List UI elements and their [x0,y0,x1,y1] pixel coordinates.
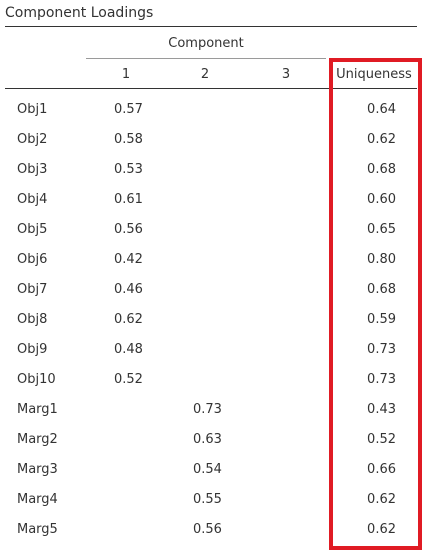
table-row: Obj6 0.42 0.80 [0,246,422,276]
table-row: Obj8 0.62 0.59 [0,306,422,336]
table-row: Obj4 0.61 0.60 [0,186,422,216]
uniqueness-value: 0.59 [367,312,396,327]
table-row: Marg5 0.56 0.62 [0,516,422,546]
loading-component-2: 0.54 [193,462,222,477]
uniqueness-value: 0.73 [367,372,396,387]
loading-component-1: 0.52 [114,372,143,387]
uniqueness-value: 0.62 [367,132,396,147]
row-label: Obj10 [17,372,56,387]
row-label: Obj4 [17,192,48,207]
uniqueness-value: 0.60 [367,192,396,207]
column-header-3: 3 [281,67,291,82]
table-title: Component Loadings [5,5,154,21]
table-row: Obj3 0.53 0.68 [0,156,422,186]
loading-component-2: 0.56 [193,522,222,537]
row-label: Obj3 [17,162,48,177]
loading-component-1: 0.46 [114,282,143,297]
uniqueness-value: 0.62 [367,522,396,537]
row-label: Marg2 [17,432,58,447]
table-row: Marg2 0.63 0.52 [0,426,422,456]
table-row: Obj10 0.52 0.73 [0,366,422,396]
table-row: Obj5 0.56 0.65 [0,216,422,246]
loading-component-1: 0.61 [114,192,143,207]
uniqueness-highlight-box [329,58,422,550]
row-label: Marg3 [17,462,58,477]
column-header-uniqueness: Uniqueness [336,67,412,82]
loading-component-1: 0.42 [114,252,143,267]
uniqueness-value: 0.80 [367,252,396,267]
component-group-header: Component [168,36,244,51]
loading-component-2: 0.55 [193,492,222,507]
row-label: Obj9 [17,342,48,357]
loading-component-2: 0.63 [193,432,222,447]
uniqueness-value: 0.43 [367,402,396,417]
row-label: Marg4 [17,492,58,507]
uniqueness-value: 0.64 [367,102,396,117]
uniqueness-value: 0.65 [367,222,396,237]
table-row: Obj7 0.46 0.68 [0,276,422,306]
row-label: Obj6 [17,252,48,267]
table-row: Marg1 0.73 0.43 [0,396,422,426]
column-header-2: 2 [200,67,210,82]
loading-component-1: 0.48 [114,342,143,357]
table-row: Marg3 0.54 0.66 [0,456,422,486]
uniqueness-value: 0.73 [367,342,396,357]
table-row: Obj1 0.57 0.64 [0,96,422,126]
uniqueness-value: 0.66 [367,462,396,477]
loading-component-1: 0.56 [114,222,143,237]
group-header-rule [86,58,326,59]
table-row: Obj2 0.58 0.62 [0,126,422,156]
loading-component-1: 0.58 [114,132,143,147]
loading-component-1: 0.53 [114,162,143,177]
uniqueness-value: 0.68 [367,162,396,177]
row-label: Obj7 [17,282,48,297]
row-label: Obj2 [17,132,48,147]
header-rule [5,88,417,89]
table-row: Marg4 0.55 0.62 [0,486,422,516]
row-label: Marg5 [17,522,58,537]
row-label: Marg1 [17,402,58,417]
title-rule [5,26,417,27]
column-header-1: 1 [121,67,131,82]
loading-component-2: 0.73 [193,402,222,417]
row-label: Obj5 [17,222,48,237]
row-label: Obj1 [17,102,48,117]
table-row: Obj9 0.48 0.73 [0,336,422,366]
loading-component-1: 0.62 [114,312,143,327]
uniqueness-value: 0.52 [367,432,396,447]
row-label: Obj8 [17,312,48,327]
loading-component-1: 0.57 [114,102,143,117]
uniqueness-value: 0.68 [367,282,396,297]
uniqueness-value: 0.62 [367,492,396,507]
